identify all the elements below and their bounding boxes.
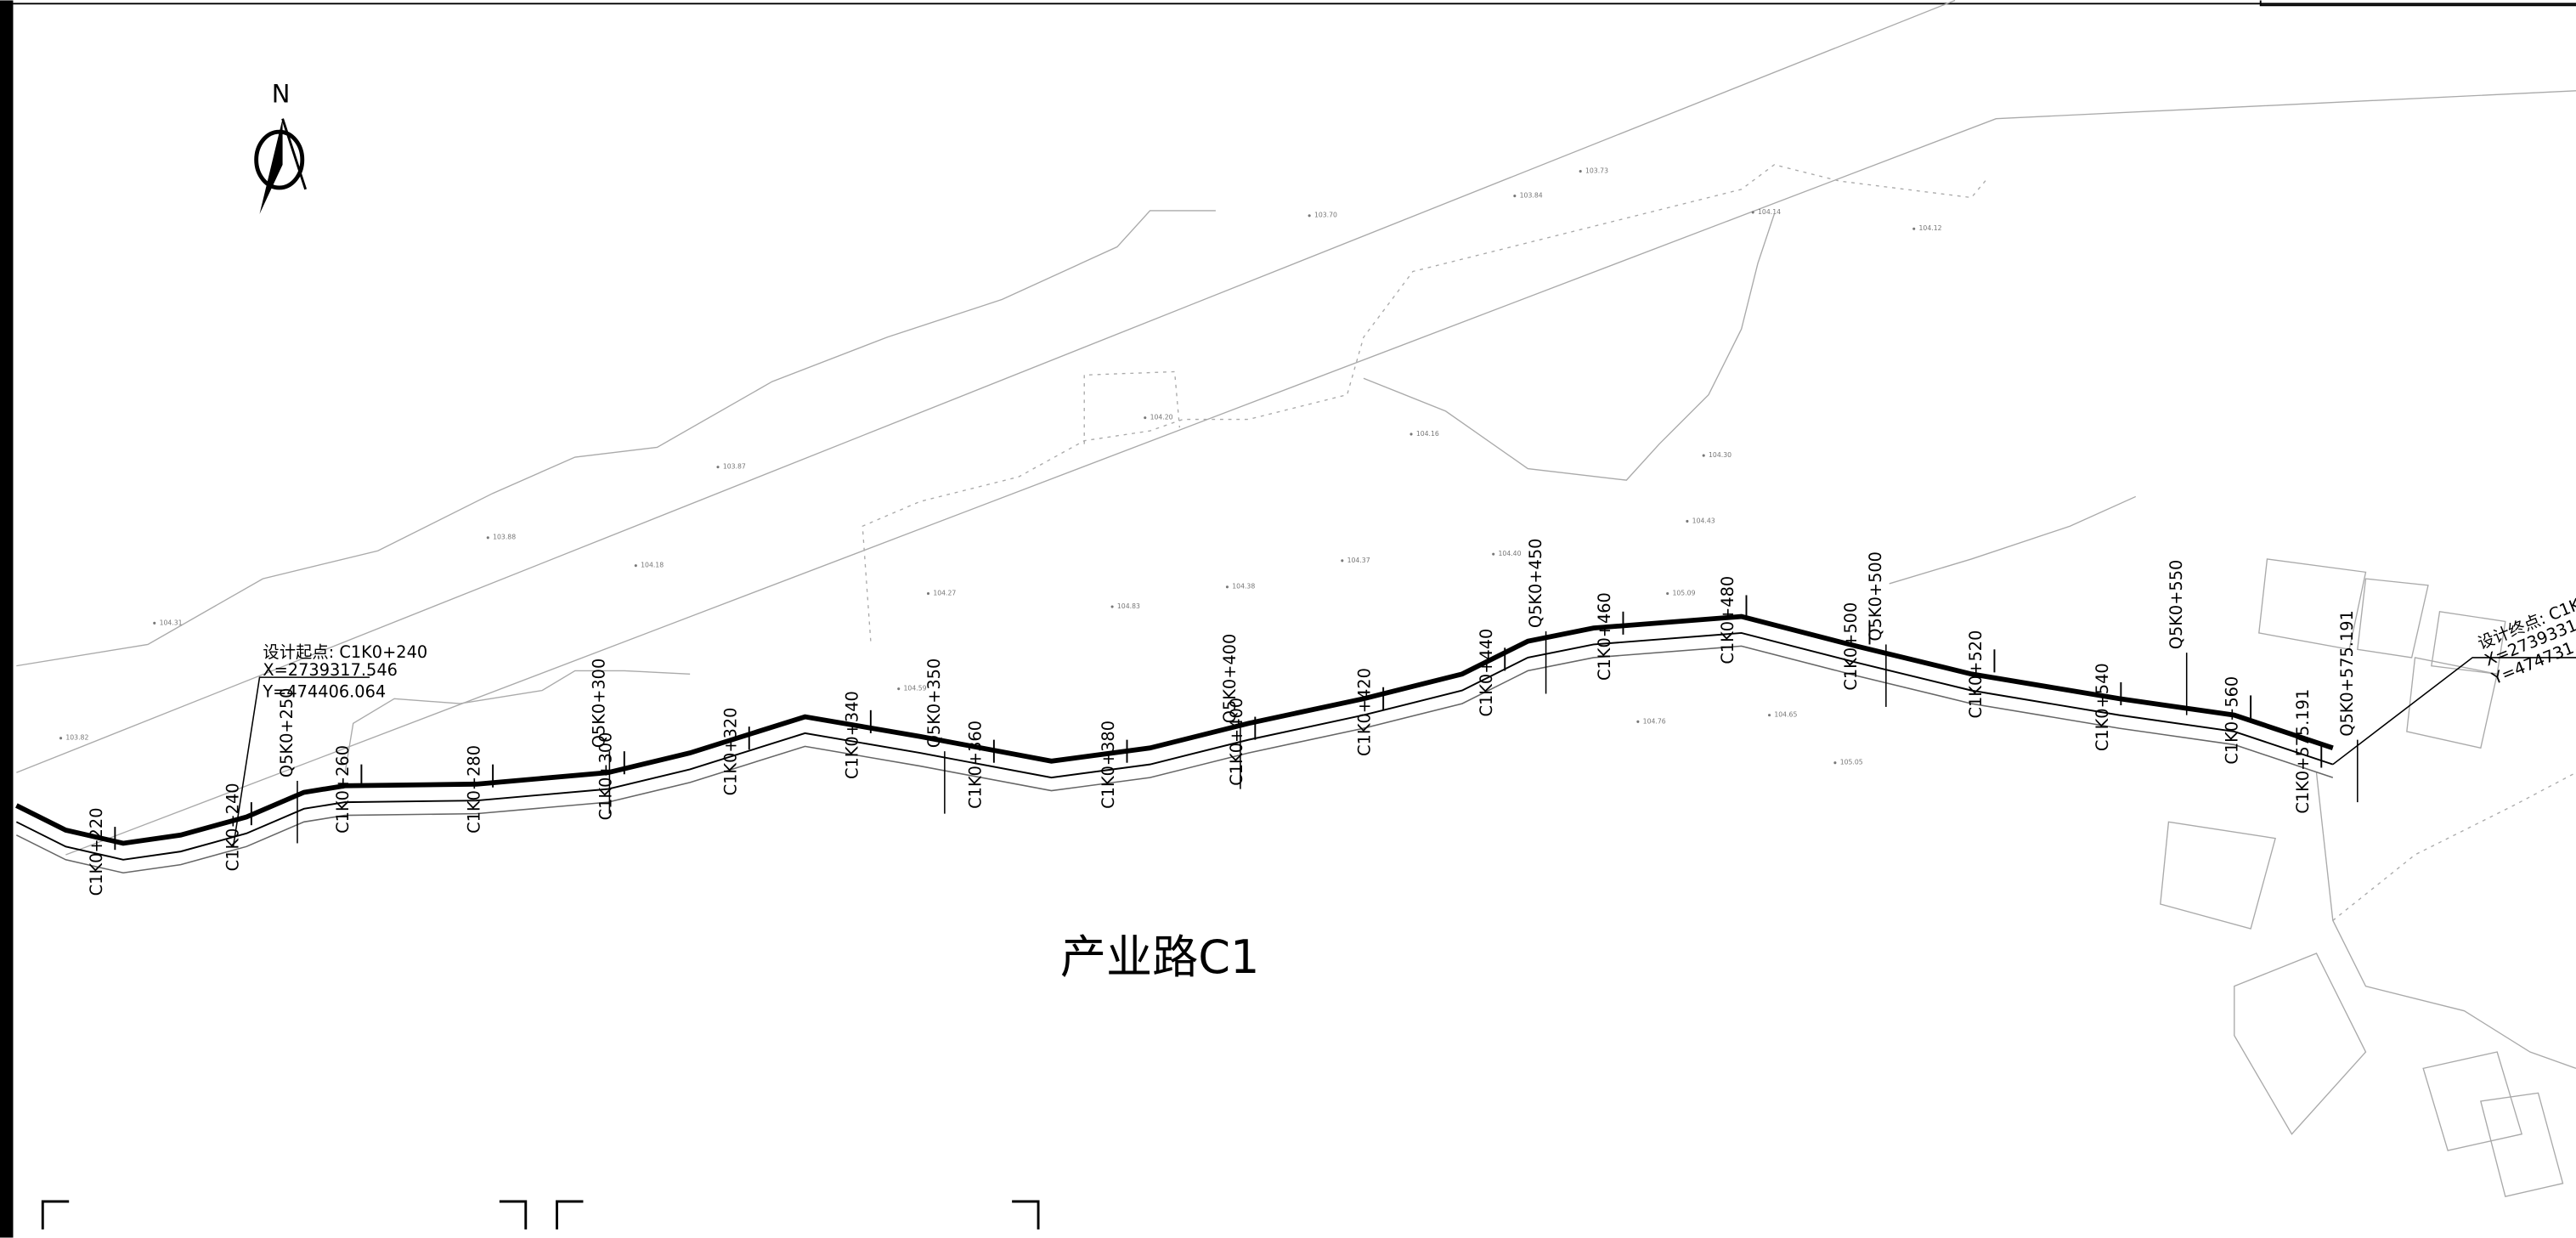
station-label: C1K0+420 — [1355, 668, 1375, 756]
elevation-label: 104.37 — [1347, 557, 1370, 564]
spot-height — [1666, 591, 1669, 596]
spot-height — [1225, 585, 1229, 589]
spot-height — [1110, 605, 1114, 608]
station-label: C1K0+400 — [1227, 698, 1246, 786]
elevation-label: 104.27 — [933, 589, 956, 596]
cross-station-label: Q5K0+400 — [1220, 634, 1240, 724]
spot-height — [1308, 214, 1311, 218]
elevation-label: 104.18 — [641, 562, 664, 569]
elevation-label: 103.87 — [723, 463, 746, 471]
title-block-edge — [2259, 0, 2576, 7]
station-label: C1K0+340 — [842, 691, 861, 779]
elevation-label: 104.14 — [1758, 208, 1781, 216]
north-label: N — [272, 79, 291, 108]
station-label: C1K0+500 — [1841, 602, 1861, 691]
station-label: C1K0+300 — [596, 732, 615, 821]
cross-station-label: Q5K0+550 — [2166, 560, 2186, 650]
terrain — [16, 0, 2576, 1197]
leader — [2332, 657, 2576, 766]
frame-border — [0, 0, 14, 1238]
spot-height — [1751, 211, 1754, 214]
station-label: C1K0+460 — [1595, 592, 1614, 681]
elevation-label: 104.20 — [1150, 414, 1173, 421]
spot-height — [1492, 552, 1495, 556]
road — [15, 613, 2334, 874]
elevation-label: 103.84 — [1520, 192, 1543, 200]
station-label: C1K0+575.191 — [2293, 689, 2313, 814]
bracket — [556, 1200, 584, 1230]
spot-height — [153, 621, 156, 625]
elevation-label: 105.09 — [1672, 589, 1695, 596]
elevation-label: 103.73 — [1585, 167, 1608, 175]
spot-height — [716, 466, 720, 469]
station-label: C1K0+280 — [465, 745, 484, 834]
cross-station-label: Q5K0+450 — [1526, 539, 1545, 629]
elevation-label: 104.38 — [1232, 583, 1255, 591]
station-label: C1K0+520 — [1966, 630, 1986, 719]
spot-height — [486, 536, 489, 540]
spot-height — [926, 591, 930, 596]
spot-height — [1579, 170, 1582, 173]
drawing-title: 产业路C1 — [1060, 930, 1260, 984]
elevation-label: 104.31 — [160, 619, 183, 626]
station-label: C1K0+480 — [1718, 576, 1737, 664]
spot-height — [1409, 432, 1413, 436]
spot-height — [1341, 559, 1344, 562]
spot-height — [1768, 714, 1771, 717]
leader — [232, 676, 370, 847]
spot-height — [1833, 761, 1837, 765]
spot-height — [634, 564, 637, 568]
elevation-label: 104.83 — [1117, 602, 1140, 610]
spot-height — [897, 687, 901, 691]
start-y: Y=474406.064 — [262, 681, 386, 701]
elevation-label: 103.82 — [65, 734, 88, 742]
elevation-label: 104.43 — [1692, 517, 1715, 524]
station-label: C1K0+380 — [1099, 721, 1118, 809]
start-label: 设计起点: C1K0+240 — [263, 642, 427, 662]
spot-height — [1513, 195, 1517, 198]
cross-station-label: Q5K0+300 — [590, 659, 609, 749]
station-label: C1K0+440 — [1477, 629, 1496, 717]
station-label: C1K0+360 — [965, 721, 985, 809]
station-label: C1K0+220 — [87, 807, 106, 896]
elevation-label: 104.30 — [1709, 451, 1731, 459]
spot-height — [59, 737, 63, 740]
elevation-label: 104.40 — [1499, 550, 1522, 557]
spot-height — [1702, 454, 1705, 457]
station-label: C1K0+240 — [223, 783, 242, 871]
spot-height — [1912, 227, 1916, 230]
elevation-label: 104.12 — [1919, 224, 1942, 232]
elevation-label: 103.70 — [1314, 212, 1337, 219]
elevation-label: 105.05 — [1840, 759, 1863, 766]
spot-height — [1686, 519, 1689, 523]
cross-station-label: Q5K0+350 — [924, 659, 944, 749]
bracket — [499, 1200, 528, 1230]
spot-height — [1144, 416, 1147, 420]
cross-station-label: Q5K0+250 — [277, 688, 297, 778]
cross-station-label: Q5K0+575.191 — [2337, 610, 2357, 737]
cross-station-label: Q5K0+500 — [1866, 551, 1885, 642]
spot-height — [1636, 720, 1640, 723]
station-label: C1K0+320 — [720, 708, 740, 796]
elevation-label: 104.16 — [1416, 430, 1439, 438]
elevation-label: 103.88 — [493, 534, 516, 541]
station-label: C1K0+260 — [333, 745, 353, 834]
bracket — [1012, 1200, 1040, 1230]
elevation-label: 104.59 — [904, 685, 927, 692]
start-x: X=2739317.546 — [263, 660, 398, 680]
station-label: C1K0+560 — [2223, 676, 2242, 765]
elevation-label: 104.65 — [1774, 711, 1797, 719]
elevation-label: 104.76 — [1643, 717, 1666, 725]
bracket — [41, 1200, 70, 1230]
station-label: C1K0+540 — [2093, 663, 2112, 751]
